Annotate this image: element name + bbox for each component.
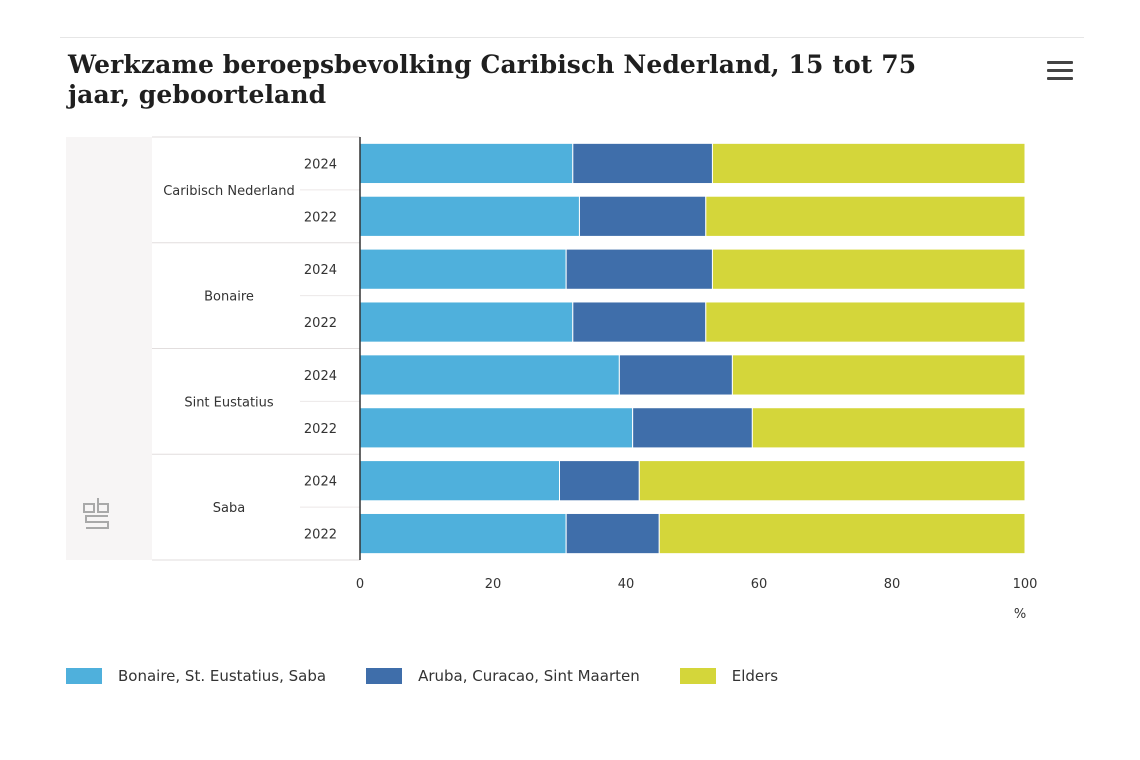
- bar-segment: [359, 195, 580, 237]
- x-tick-label: 20: [485, 577, 502, 592]
- legend: Bonaire, St. Eustatius, Saba Aruba, Cura…: [66, 664, 818, 688]
- bar-segment: [359, 407, 634, 449]
- bar-segment: [359, 460, 560, 502]
- bar-segment: [565, 248, 713, 290]
- category-label: 2022: [304, 528, 337, 543]
- bar-segment: [578, 195, 707, 237]
- bar-segment: [711, 248, 1026, 290]
- x-tick-label: 60: [751, 577, 768, 592]
- category-label: 2024: [304, 263, 337, 278]
- bar-segment: [359, 301, 574, 343]
- bar-segment: [572, 301, 707, 343]
- bar-segment: [359, 248, 567, 290]
- legend-swatch: [66, 668, 102, 684]
- bar-segment: [572, 142, 713, 185]
- x-tick-label: 0: [356, 577, 364, 592]
- chart-title: Werkzame beroepsbevolking Caribisch Nede…: [68, 50, 917, 109]
- legend-item-series-1[interactable]: Bonaire, St. Eustatius, Saba: [66, 667, 326, 685]
- bar-segment: [359, 354, 620, 396]
- bar-segment: [731, 354, 1026, 396]
- category-label: 2024: [304, 157, 337, 172]
- category-label: 2024: [304, 475, 337, 490]
- bar-segment: [359, 142, 574, 185]
- x-tick-label: 100: [1013, 577, 1038, 592]
- bar-segment: [711, 142, 1026, 185]
- category-label: 2022: [304, 210, 337, 225]
- group-label: Sint Eustatius: [184, 395, 274, 410]
- bar-segment: [705, 301, 1026, 343]
- bar-segment: [359, 512, 567, 555]
- hamburger-menu-icon[interactable]: [1044, 58, 1076, 84]
- x-tick-label: 40: [618, 577, 635, 592]
- group-label: Saba: [213, 501, 245, 516]
- category-label: 2022: [304, 316, 337, 331]
- bar-segment: [705, 195, 1026, 237]
- legend-label: Bonaire, St. Eustatius, Saba: [118, 667, 327, 685]
- group-label: Bonaire: [204, 290, 254, 305]
- bar-chart: Caribisch Nederland 2024 2022 Bonaire 2024 20…: [83, 136, 1038, 622]
- bar-segment: [638, 460, 1026, 502]
- bar-segment: [658, 512, 1026, 555]
- top-divider: [60, 37, 1084, 38]
- x-axis-label: %: [1014, 607, 1026, 622]
- cbs-logo: [83, 498, 109, 529]
- legend-label: Elders: [731, 667, 779, 685]
- legend-label: Aruba, Curacao, Sint Maarten: [418, 667, 640, 685]
- bar-segment: [618, 354, 733, 396]
- legend-swatch: [366, 668, 403, 684]
- category-label: 2022: [304, 422, 337, 437]
- bar-segment: [565, 512, 660, 555]
- legend-item-series-3[interactable]: Elders: [679, 667, 779, 685]
- category-label: 2024: [304, 369, 337, 384]
- bar-segment: [632, 407, 753, 449]
- legend-swatch: [679, 668, 716, 684]
- bar-segment: [559, 460, 640, 502]
- bar-segment: [751, 407, 1026, 449]
- group-label: Caribisch Nederland: [163, 184, 295, 199]
- legend-item-series-2[interactable]: Aruba, Curacao, Sint Maarten: [366, 667, 640, 685]
- x-tick-label: 80: [884, 577, 901, 592]
